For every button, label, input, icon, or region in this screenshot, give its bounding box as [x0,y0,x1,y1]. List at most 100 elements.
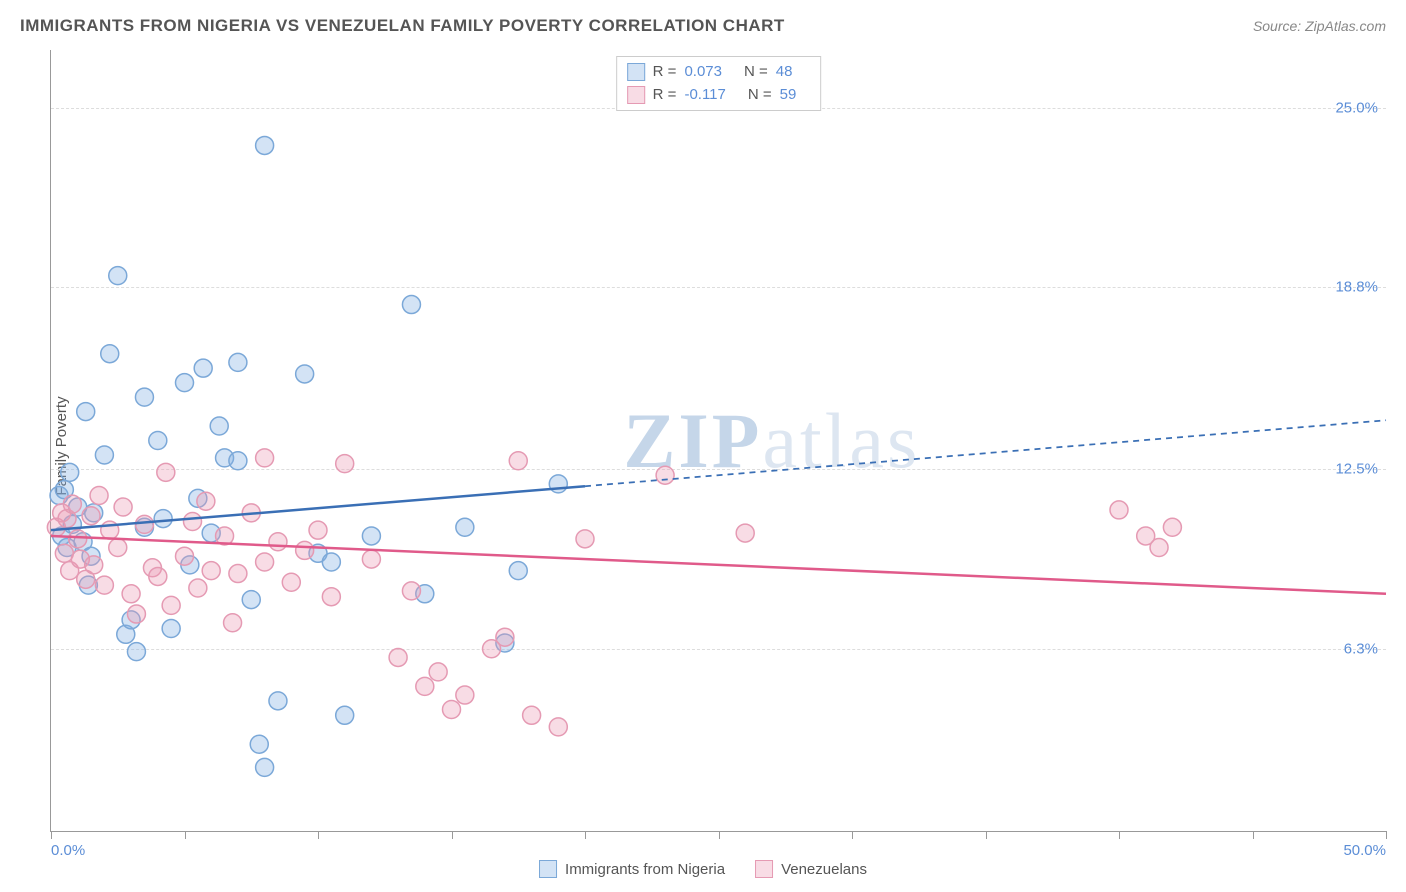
data-point-venezuela [509,452,527,470]
trend-line-dashed-nigeria [585,420,1386,486]
data-point-nigeria [250,735,268,753]
legend-item-nigeria: Immigrants from Nigeria [539,860,725,878]
data-point-venezuela [256,449,274,467]
x-tick-label-start: 0.0% [51,842,85,859]
data-point-venezuela [656,466,674,484]
data-point-venezuela [389,648,407,666]
data-point-venezuela [736,524,754,542]
chart-plot-area: ZIPatlas 6.3%12.5%18.8%25.0% R = 0.073 N… [50,50,1386,832]
legend-item-venezuela: Venezuelans [755,860,867,878]
r-label: R = [653,61,677,84]
r-value-venezuela: -0.117 [684,84,725,107]
data-point-venezuela [309,521,327,539]
legend-row-nigeria: R = 0.073 N = 48 [627,61,811,84]
data-point-venezuela [1110,501,1128,519]
chart-header: IMMIGRANTS FROM NIGERIA VS VENEZUELAN FA… [20,16,1386,36]
data-point-venezuela [1150,539,1168,557]
data-point-venezuela [135,515,153,533]
n-value-nigeria: 48 [776,61,793,84]
data-point-venezuela [229,565,247,583]
chart-source: Source: ZipAtlas.com [1253,18,1386,34]
data-point-venezuela [184,512,202,530]
data-point-venezuela [496,628,514,646]
data-point-venezuela [122,585,140,603]
correlation-legend: R = 0.073 N = 48 R = -0.117 N = 59 [616,56,822,111]
data-point-nigeria [77,403,95,421]
data-point-venezuela [202,562,220,580]
data-point-nigeria [61,463,79,481]
data-point-venezuela [224,614,242,632]
data-point-venezuela [523,706,541,724]
data-point-venezuela [549,718,567,736]
data-point-venezuela [157,463,175,481]
data-point-nigeria [194,359,212,377]
data-point-venezuela [127,605,145,623]
data-point-nigeria [229,452,247,470]
data-point-venezuela [162,596,180,614]
data-point-nigeria [176,374,194,392]
n-value-venezuela: 59 [780,84,797,107]
data-point-nigeria [210,417,228,435]
swatch-nigeria [539,860,557,878]
trend-line-venezuela [51,536,1386,594]
data-point-nigeria [296,365,314,383]
data-point-venezuela [69,530,87,548]
data-point-venezuela [256,553,274,571]
data-point-venezuela [90,486,108,504]
data-point-nigeria [256,136,274,154]
data-point-nigeria [549,475,567,493]
data-point-nigeria [509,562,527,580]
data-point-venezuela [429,663,447,681]
legend-row-venezuela: R = -0.117 N = 59 [627,84,811,107]
swatch-nigeria [627,63,645,81]
data-point-nigeria [322,553,340,571]
data-point-nigeria [269,692,287,710]
swatch-venezuela [627,86,645,104]
data-point-nigeria [149,432,167,450]
data-point-venezuela [282,573,300,591]
data-point-venezuela [362,550,380,568]
data-point-venezuela [269,533,287,551]
data-point-nigeria [229,353,247,371]
data-point-nigeria [101,345,119,363]
data-point-venezuela [109,539,127,557]
r-label: R = [653,84,677,107]
chart-title: IMMIGRANTS FROM NIGERIA VS VENEZUELAN FA… [20,16,785,36]
data-point-venezuela [336,455,354,473]
data-point-venezuela [296,541,314,559]
swatch-venezuela [755,860,773,878]
series-legend: Immigrants from Nigeria Venezuelans [539,860,867,878]
data-point-venezuela [114,498,132,516]
data-point-venezuela [82,507,100,525]
data-point-venezuela [1163,518,1181,536]
data-point-nigeria [336,706,354,724]
data-point-venezuela [63,495,81,513]
data-point-nigeria [162,620,180,638]
data-point-nigeria [242,591,260,609]
data-point-nigeria [362,527,380,545]
data-point-venezuela [402,582,420,600]
data-point-nigeria [127,643,145,661]
data-point-venezuela [456,686,474,704]
data-point-venezuela [416,677,434,695]
data-point-nigeria [256,758,274,776]
data-point-nigeria [135,388,153,406]
data-point-venezuela [85,556,103,574]
data-point-venezuela [189,579,207,597]
data-point-nigeria [456,518,474,536]
data-point-venezuela [95,576,113,594]
data-point-venezuela [176,547,194,565]
n-label: N = [744,61,768,84]
data-point-venezuela [322,588,340,606]
legend-label-venezuela: Venezuelans [781,861,867,878]
n-label: N = [748,84,772,107]
x-tick-label-end: 50.0% [1343,842,1386,859]
data-point-nigeria [402,296,420,314]
data-point-venezuela [443,701,461,719]
data-point-venezuela [197,492,215,510]
data-point-venezuela [576,530,594,548]
data-point-nigeria [154,510,172,528]
scatter-plot-svg [51,50,1386,831]
r-value-nigeria: 0.073 [684,61,722,84]
legend-label-nigeria: Immigrants from Nigeria [565,861,725,878]
